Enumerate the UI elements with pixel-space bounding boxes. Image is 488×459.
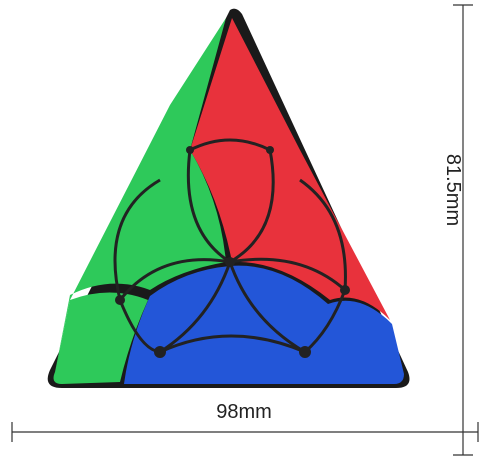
width-label: 98mm xyxy=(216,401,272,423)
blue-face xyxy=(124,265,404,384)
red-face xyxy=(190,18,390,320)
piece-joints xyxy=(115,146,350,358)
green-corner xyxy=(53,292,148,384)
width-dimension xyxy=(11,422,479,442)
height-dimension xyxy=(453,4,473,456)
piece-borders xyxy=(113,138,347,354)
height-label: 81.5mm xyxy=(442,154,464,226)
puzzle xyxy=(47,8,410,389)
